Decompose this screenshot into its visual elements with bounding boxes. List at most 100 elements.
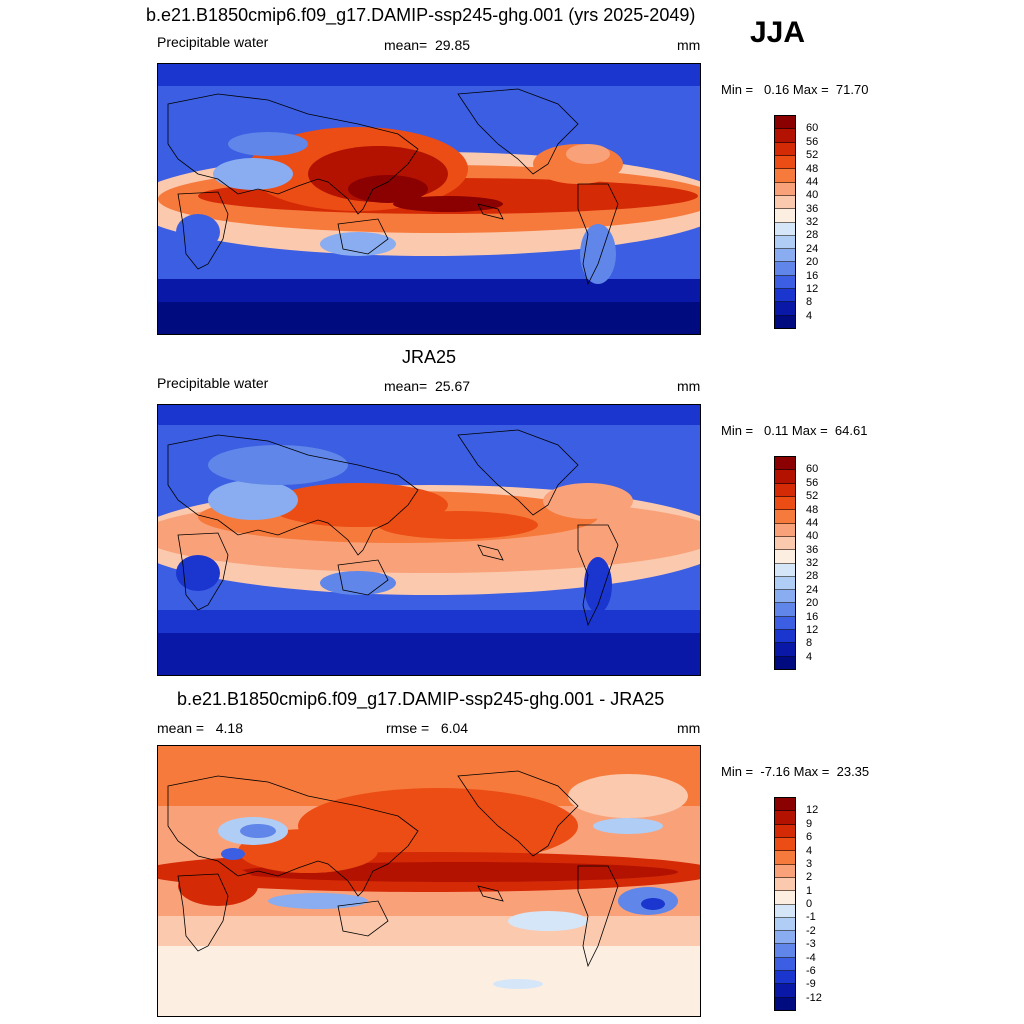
panel-3-minmax-label: Min = -7.16 Max = 23.35 <box>721 764 870 779</box>
cb1-swatch-6 <box>775 182 795 196</box>
cb3-label-10: -2 <box>806 924 816 937</box>
cb1-swatch-5 <box>775 169 795 183</box>
panel-1-mean-label: mean= 29.85 <box>384 37 471 53</box>
panel-2-coastlines <box>167 429 619 627</box>
cb2-swatch-2 <box>775 470 795 484</box>
cb3-label-5: 3 <box>806 857 813 870</box>
panel-3-field <box>158 746 700 1016</box>
panel-2-map <box>157 404 701 676</box>
cb3-label-13: -6 <box>806 964 816 977</box>
cb2-label-13: 12 <box>806 623 819 636</box>
cb2-label-4: 48 <box>806 503 819 516</box>
cb1-label-3: 52 <box>806 149 819 162</box>
cb2-swatch-16 <box>775 656 795 669</box>
cb3-label-12: -4 <box>806 951 816 964</box>
cb1-swatch-13 <box>775 275 795 290</box>
cb2-swatch-8 <box>775 550 795 564</box>
cb3-swatch-12 <box>775 944 795 958</box>
panel-2-mean-label: mean= 25.67 <box>384 378 471 394</box>
cb2-label-15: 4 <box>806 650 813 663</box>
cb2-label-8: 32 <box>806 557 819 569</box>
cb2-swatch-15 <box>775 643 795 657</box>
cb2-swatch-4 <box>775 496 795 511</box>
panel-1-units-label: mm <box>677 37 701 53</box>
cb1-swatch-1 <box>775 116 795 130</box>
cb1-swatch-2 <box>775 129 795 143</box>
cb2-label-14: 8 <box>806 637 813 650</box>
cb3-label-11: -3 <box>806 938 816 951</box>
cb1-label-11: 20 <box>806 256 819 269</box>
panel-1-coastlines <box>167 88 619 286</box>
cb2-label-5: 44 <box>806 516 819 529</box>
cb2-swatch-12 <box>775 603 795 617</box>
cb2-swatch-3 <box>775 483 795 497</box>
cb2-label-3: 52 <box>806 490 819 503</box>
cb1-swatch-15 <box>775 302 795 316</box>
cb3-swatch-15 <box>775 984 795 998</box>
panel-2-field <box>158 405 700 675</box>
cb3-swatch-11 <box>775 931 795 945</box>
cb2-label-6: 40 <box>806 530 819 543</box>
cb2-swatch-5 <box>775 510 795 524</box>
cb1-label-14: 8 <box>806 296 813 309</box>
cb3-swatch-2 <box>775 811 795 825</box>
cb3-swatch-8 <box>775 891 795 905</box>
panel-1-map <box>157 63 701 335</box>
panel-1-title: b.e21.B1850cmip6.f09_g17.DAMIP-ssp245-gh… <box>146 5 696 25</box>
panel-2-variable-label: Precipitable water <box>157 375 269 391</box>
cb3-swatch-3 <box>775 824 795 838</box>
cb1-label-8: 32 <box>806 216 819 228</box>
cb3-label-6: 2 <box>806 871 813 884</box>
cb2-swatch-13 <box>775 616 795 631</box>
panel-1-variable-label: Precipitable water <box>157 34 269 50</box>
panel-2-minmax-label: Min = 0.11 Max = 64.61 <box>721 423 868 438</box>
panel-3-coastlines <box>167 770 619 968</box>
cb1-label-1: 60 <box>806 122 819 135</box>
cb3-label-14: -9 <box>806 978 816 991</box>
cb2-swatch-7 <box>775 536 795 551</box>
cb3-swatch-7 <box>775 877 795 892</box>
cb3-swatch-6 <box>775 864 795 878</box>
cb2-label-9: 28 <box>806 570 819 583</box>
cb3-label-2: 9 <box>806 817 813 830</box>
cb1-swatch-10 <box>775 235 795 250</box>
panel-1-minmax-label: Min = 0.16 Max = 71.70 <box>721 82 869 97</box>
cb1-swatch-14 <box>775 289 795 303</box>
panel-2-units-label: mm <box>677 378 701 394</box>
cb2-swatch-14 <box>775 630 795 644</box>
season-label: JJA <box>750 16 806 49</box>
panel-1-field <box>158 64 700 334</box>
cb3-swatch-5 <box>775 851 795 865</box>
cb1-swatch-9 <box>775 222 795 236</box>
panel-3-colorbar <box>774 797 796 1011</box>
panel-3-map <box>157 745 701 1017</box>
cb1-label-4: 48 <box>806 162 819 175</box>
panel-1-colorbar <box>774 115 796 329</box>
panel-3-title: b.e21.B1850cmip6.f09_g17.DAMIP-ssp245-gh… <box>177 689 665 709</box>
cb3-swatch-1 <box>775 798 795 812</box>
cb3-label-3: 6 <box>806 831 813 844</box>
cb3-label-4: 4 <box>806 844 813 857</box>
cb1-label-9: 28 <box>806 229 819 242</box>
cb2-swatch-6 <box>775 523 795 537</box>
cb2-swatch-1 <box>775 457 795 471</box>
cb1-label-13: 12 <box>806 282 819 295</box>
cb3-label-8: 0 <box>806 898 813 910</box>
cb1-label-6: 40 <box>806 189 819 202</box>
cb2-swatch-11 <box>775 590 795 604</box>
cb3-swatch-10 <box>775 917 795 932</box>
cb3-label-1: 12 <box>806 804 819 817</box>
cb2-label-2: 56 <box>806 476 819 489</box>
panel-2-title: JRA25 <box>402 347 457 367</box>
cb1-swatch-11 <box>775 249 795 263</box>
cb3-swatch-16 <box>775 997 795 1010</box>
cb3-label-9: -1 <box>806 911 816 924</box>
cb1-label-2: 56 <box>806 135 819 148</box>
cb2-label-1: 60 <box>806 463 819 476</box>
cb1-swatch-16 <box>775 315 795 328</box>
cb1-label-15: 4 <box>806 309 813 322</box>
cb1-label-12: 16 <box>806 269 819 282</box>
cb2-label-10: 24 <box>806 583 819 596</box>
cb2-label-7: 36 <box>806 543 819 556</box>
cb3-swatch-13 <box>775 957 795 972</box>
